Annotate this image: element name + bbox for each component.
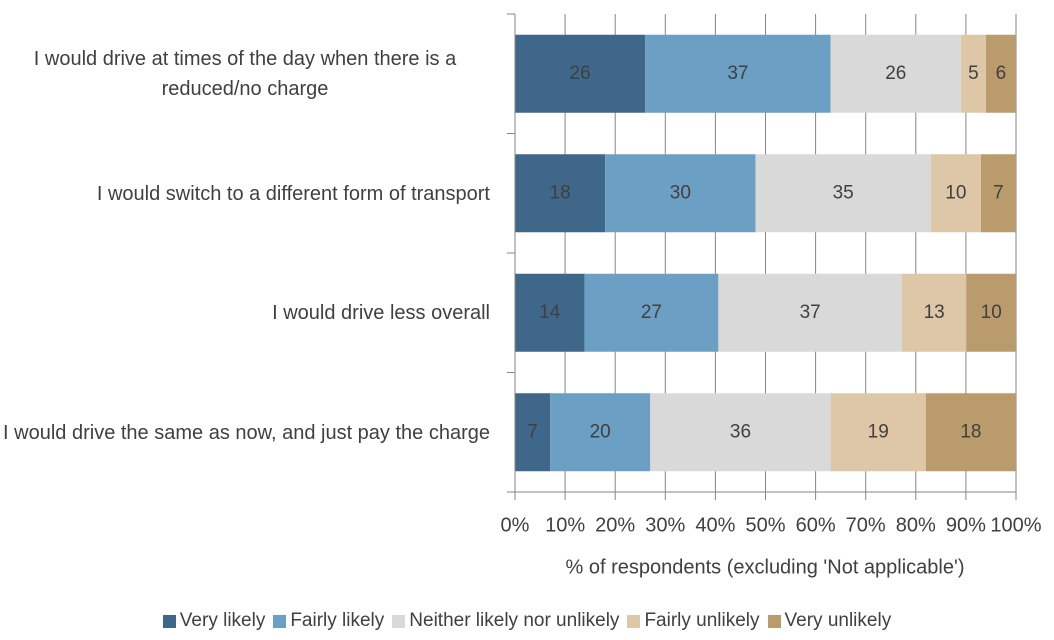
data-label: 27: [641, 302, 662, 323]
data-label: 30: [670, 182, 691, 203]
x-tick-label: 90%: [946, 514, 986, 536]
bar-segment: [515, 273, 585, 352]
bar-segment: [515, 154, 606, 233]
data-label: 18: [550, 182, 571, 203]
category-label: I would drive at times of the day when t…: [33, 48, 457, 100]
bar-segment: [830, 34, 961, 113]
legend-swatch: [392, 614, 406, 628]
x-tick-label: 70%: [846, 514, 886, 536]
data-label: 35: [833, 182, 854, 203]
legend-swatch: [273, 614, 287, 628]
legend-label: Fairly unlikely: [644, 610, 760, 631]
x-tick-label: 50%: [745, 514, 785, 536]
legend-item: Very likely: [162, 610, 266, 632]
bar-segment: [584, 273, 719, 352]
bar-segment: [650, 393, 831, 472]
category-label-box: I would drive at times of the day when t…: [0, 14, 490, 134]
legend-label: Neither likely nor unlikely: [409, 610, 620, 631]
bar-segment: [930, 154, 981, 233]
bar-segment: [550, 393, 651, 472]
x-tick-label: 30%: [645, 514, 685, 536]
bar-segment: [515, 393, 551, 472]
legend-item: Very unlikely: [767, 610, 892, 632]
bar-segment: [645, 34, 831, 113]
legend-item: Neither likely nor unlikely: [392, 610, 619, 632]
legend-label: Very unlikely: [784, 610, 892, 631]
data-label: 18: [960, 421, 981, 442]
category-label-box: I would drive the same as now, and just …: [3, 373, 490, 493]
bar-segment: [925, 393, 1016, 472]
bar-segment: [966, 273, 1016, 352]
x-tick-label: 40%: [695, 514, 735, 536]
data-label: 10: [945, 182, 966, 203]
bar-segment: [985, 34, 1016, 113]
data-label: 37: [800, 302, 821, 323]
legend-label: Fairly likely: [290, 610, 385, 631]
data-label: 36: [730, 421, 751, 442]
x-tick-label: 20%: [595, 514, 635, 536]
data-label: 10: [981, 302, 1002, 323]
data-label: 13: [924, 302, 945, 323]
data-label: 20: [590, 421, 611, 442]
legend: Very likely Fairly likely Neither likely n…: [0, 610, 1054, 632]
bar-segment: [755, 154, 931, 233]
bar-segment: [901, 273, 967, 352]
bar-segment: [980, 154, 1016, 233]
data-label: 7: [527, 421, 538, 442]
data-label: 26: [570, 63, 591, 84]
bar-segment: [515, 34, 646, 113]
x-tick-label: 80%: [896, 514, 936, 536]
data-label: 19: [868, 421, 889, 442]
x-axis-label: % of respondents (excluding 'Not applica…: [566, 556, 965, 578]
bar-segment: [960, 34, 986, 113]
legend-swatch: [627, 614, 641, 628]
x-tick-label: 100%: [990, 514, 1041, 536]
legend-item: Fairly likely: [273, 610, 384, 632]
category-label: I would drive less overall: [272, 302, 490, 324]
category-label-box: I would drive less overall: [272, 253, 490, 373]
x-tick-label: 60%: [796, 514, 836, 536]
legend-swatch: [162, 614, 176, 628]
x-tick-label: 10%: [545, 514, 585, 536]
data-label: 6: [996, 63, 1007, 84]
legend-label: Very likely: [179, 610, 266, 631]
bar-segment: [718, 273, 902, 352]
legend-item: Fairly unlikely: [627, 610, 760, 632]
data-label: 7: [993, 182, 1004, 203]
category-label-box: I would switch to a different form of tr…: [97, 134, 490, 254]
bar-segment: [605, 154, 756, 233]
category-label: I would drive the same as now, and just …: [3, 421, 490, 444]
category-label: I would switch to a different form of tr…: [96, 182, 490, 205]
data-label: 5: [968, 63, 979, 84]
legend-swatch: [767, 614, 781, 628]
data-label: 14: [539, 302, 561, 323]
data-label: 26: [885, 63, 906, 84]
data-label: 37: [727, 63, 748, 84]
bar-segment: [830, 393, 926, 472]
x-tick-label: 0%: [501, 514, 530, 536]
